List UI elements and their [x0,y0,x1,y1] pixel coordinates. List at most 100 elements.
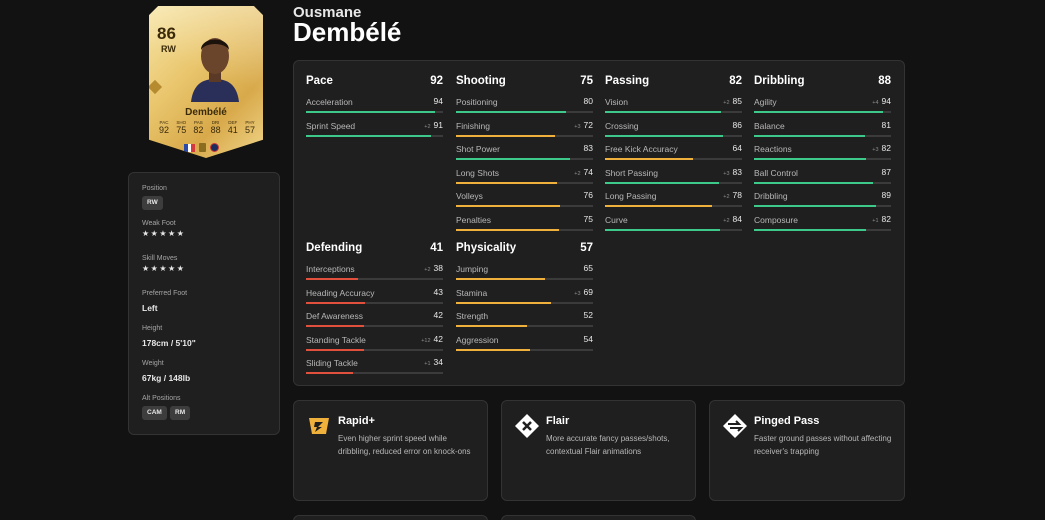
attribute-value: 83 [583,143,593,154]
attribute-bar-fill [456,301,551,304]
card-stat-label: PAS [194,120,203,125]
attribute-values: +1 82 [872,214,891,224]
attribute-values: +2 91 [424,120,443,130]
attribute-row-short-passing: Short Passing +3 83 [605,164,742,188]
attribute-bar-fill [605,134,723,137]
attribute-row-penalties: Penalties 75 [456,211,593,235]
attribute-bar-fill [754,181,874,184]
attribute-value: 89 [881,190,891,201]
attribute-values: 76 [584,190,593,200]
attribute-bar-track [306,278,443,280]
league-badge-icon [199,143,206,152]
category-physicality: Physicality 57 Jumping 65 Stamina +3 69 Strengt… [456,238,593,354]
player-last-name: Dembélé [293,17,402,47]
attribute-bar-track [605,111,742,113]
category-name: Defending [306,242,363,254]
attribute-boost: +1 [424,361,431,368]
attribute-value: 91 [433,119,443,130]
france-flag-icon [184,143,196,152]
category-dribbling: Dribbling 88 Agility +4 94 Balance 81 Reactions… [754,71,891,235]
attribute-name: Long Shots [456,167,500,178]
attribute-bar-fill [754,111,883,113]
attribute-row-balance: Balance 81 [754,117,891,141]
attribute-values: 87 [882,167,891,177]
attribute-value: 42 [433,333,443,344]
attribute-values: 81 [882,120,891,130]
playstyle-card[interactable]: Pinged Pass Faster ground passes without… [709,400,905,501]
attribute-value: 42 [433,310,443,321]
attribute-bar-track [605,134,742,137]
category-header: Passing 82 [605,71,742,91]
attribute-bar-fill [456,325,528,328]
playstyle-title: Pinged Pass [754,415,820,427]
card-name: Dembélé [185,107,227,118]
attribute-name: Strength [456,311,489,322]
attribute-name: Vision [605,97,628,107]
card-stat-label: PAC [159,120,169,125]
player-first-name: Ousmane [293,4,362,21]
attribute-row-ball-control: Ball Control 87 [754,164,891,188]
attribute-value: 78 [732,190,742,201]
attribute-name: Agility [754,97,777,107]
card-stat-label: SHO [176,120,187,125]
playstyle-description: Even higher sprint speed while dribbling… [338,434,471,456]
attribute-bar-fill [605,228,721,231]
attribute-values: +3 83 [723,167,742,177]
attribute-values: 54 [584,334,593,344]
card-stat-value: 88 [210,125,221,135]
card-stat: PAS 82 [193,120,203,135]
attribute-row-curve: Curve +2 84 [605,211,742,235]
attribute-bar-track [456,325,593,328]
attribute-name: Long Passing [605,191,657,202]
attribute-bar-track [456,111,593,113]
attribute-values: 42 [434,310,443,320]
attribute-bar-fill [754,205,876,208]
playstyle-card[interactable]: Rapid+ Even higher sprint speed while dr… [293,400,488,501]
attribute-name: Reactions [754,144,792,155]
attribute-values: 43 [434,287,443,297]
attribute-boost: +2 [424,123,431,130]
attribute-value: 94 [433,96,443,106]
player-card: 86 RW Dembélé PAC 92 SHO 75 PAS 82 DRI 88 DE… [149,6,263,158]
attribute-name: Interceptions [306,264,355,274]
card-rating: 86 [157,24,176,43]
height-value: 178cm / 5'10" [142,338,196,348]
attribute-values: +2 85 [723,96,742,106]
category-rating: 88 [878,75,891,87]
attribute-name: Def Awareness [306,311,364,322]
attribute-bar-fill [456,158,570,161]
attribute-values: +1 34 [424,357,443,367]
attribute-bar-fill [456,134,555,137]
attribute-bar-track [754,181,891,184]
attribute-value: 65 [583,263,593,273]
attribute-values: 65 [584,263,593,273]
attribute-value: 54 [583,333,593,344]
playstyle-card-partial [501,515,696,520]
card-stat: PHY 57 [245,120,255,135]
attribute-bar-track [605,205,742,208]
attribute-value: 52 [583,310,593,321]
attribute-values: +4 94 [872,96,891,106]
attribute-row-volleys: Volleys 76 [456,187,593,211]
player-photo [191,38,239,102]
attribute-values: +3 72 [574,120,593,130]
weight-value: 67kg / 148lb [142,373,191,383]
category-rating: 82 [729,75,742,87]
attribute-row-acceleration: Acceleration 94 [306,93,443,117]
attribute-row-interceptions: Interceptions +2 38 [306,260,443,284]
weight-label: Weight [142,360,164,367]
attribute-bar-fill [754,134,865,137]
category-header: Dribbling 88 [754,71,891,91]
skill-moves-label: Skill Moves [142,255,178,262]
attribute-name: Sliding Tackle [306,358,358,369]
attribute-row-composure: Composure +1 82 [754,211,891,235]
card-stat-value: 57 [244,125,255,135]
playstyle-card[interactable]: Flair More accurate fancy passes/shots, … [501,400,696,501]
attribute-values: 64 [733,143,742,153]
attribute-row-stamina: Stamina +3 69 [456,284,593,308]
attribute-bar-fill [754,158,867,161]
attribute-value: 87 [881,166,891,177]
attribute-values: +3 69 [574,287,593,297]
attribute-value: 43 [433,286,443,297]
attribute-bar-fill [456,278,546,280]
